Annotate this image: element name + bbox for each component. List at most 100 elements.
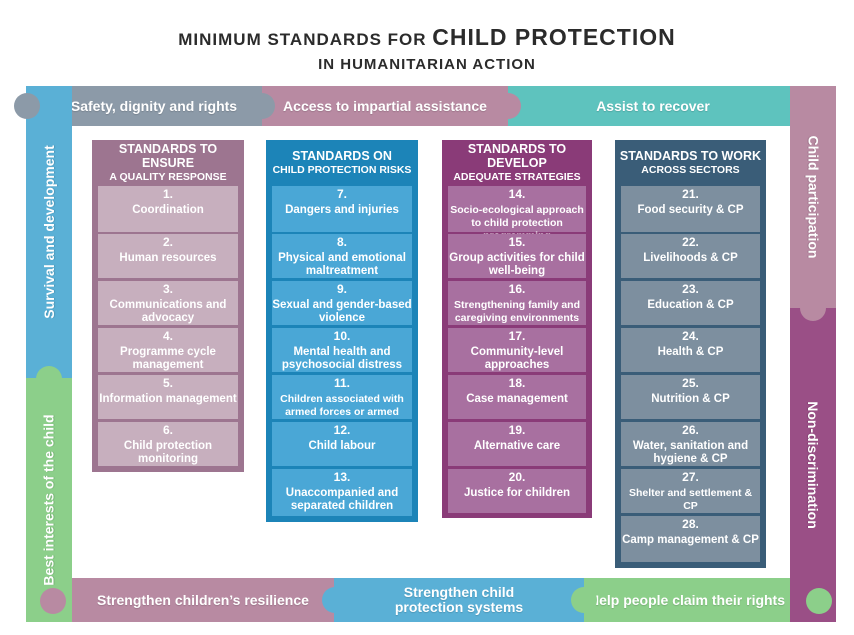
standard-title: Justice for children	[463, 487, 571, 499]
standard-cell: 14. Socio-ecological approach to child pr…	[448, 186, 586, 242]
standard-title: Water, sanitation and hygiene & CP	[632, 440, 749, 465]
band-strengthen-resilience: Strengthen children’s resilience	[72, 578, 334, 622]
standard-number: 15.	[508, 235, 526, 249]
standard-number: 25.	[682, 376, 699, 390]
column-body: 1. Coordination 2. Human resources 3. Commu…	[92, 186, 244, 472]
band-label: Safety, dignity and rights	[70, 98, 238, 114]
standard-number: 27.	[682, 470, 699, 484]
standard-title: Information management	[99, 393, 237, 405]
column-across-sectors: Standards to work across sectors 21. Food…	[615, 140, 766, 568]
puzzle-knob	[571, 587, 597, 613]
band-label: Non-discrimination	[805, 401, 821, 529]
band-child-participation: Child participation	[790, 86, 836, 308]
title-prefix: Minimum standards for	[178, 30, 433, 49]
standard-cell: 13. Unaccompanied and separated children	[272, 469, 412, 516]
column-header: Standards on child protection risks	[266, 140, 418, 186]
standard-number: 23.	[682, 282, 699, 296]
column-body: 7. Dangers and injuries 8. Physical and em…	[266, 186, 418, 522]
puzzle-knob	[322, 587, 348, 613]
standard-cell: 6. Child protection monitoring	[98, 422, 238, 466]
band-survival-development: Survival and development	[26, 86, 72, 378]
standard-title: Education & CP	[647, 299, 734, 311]
standard-title: Child protection monitoring	[123, 440, 213, 465]
standard-cell: 18. Case management	[448, 375, 586, 419]
column-adequate-strategies: Standards to develop adequate strategies…	[442, 140, 592, 518]
title-main: Child Protection	[432, 24, 676, 50]
standard-number: 24.	[682, 329, 699, 343]
band-best-interests: Best interests of the child	[26, 378, 72, 622]
column-header: Standards to develop adequate strategies	[442, 140, 592, 186]
band-label: Assist to recover	[596, 98, 710, 114]
band-assist-to-recover: Assist to recover	[508, 86, 798, 126]
column-header-line1: Standards to ensure	[118, 142, 218, 170]
band-label: Access to impartial assistance	[283, 98, 487, 114]
column-header-line2: child protection risks	[272, 164, 412, 176]
column-child-protection-risks: Standards on child protection risks 7. Da…	[266, 140, 418, 522]
standard-number: 2.	[162, 235, 173, 249]
standard-cell: 25. Nutrition & CP	[621, 375, 760, 419]
standard-cell: 3. Communications and advocacy	[98, 281, 238, 325]
standard-title: Programme cycle management	[120, 346, 216, 371]
band-help-claim-rights: Help people claim their rights	[584, 578, 790, 622]
standard-cell: 9. Sexual and gender-based violence	[272, 281, 412, 325]
standard-cell: 23. Education & CP	[621, 281, 760, 325]
standard-title: Nutrition & CP	[651, 393, 730, 405]
standard-cell: 10. Mental health and psychosocial distre…	[272, 328, 412, 372]
standard-number: 28.	[682, 517, 699, 531]
standard-cell: 4. Programme cycle management	[98, 328, 238, 372]
standard-number: 3.	[162, 282, 173, 296]
standard-title: Mental health and psychosocial distress	[281, 346, 403, 371]
page-subtitle: in Humanitarian Action	[318, 56, 536, 73]
standard-cell: 27. Shelter and settlement & CP	[621, 469, 760, 513]
standard-number: 12.	[333, 423, 351, 437]
standard-cell: 22. Livelihoods & CP	[621, 234, 760, 278]
standard-number: 19.	[508, 423, 526, 437]
puzzle-knob	[495, 93, 521, 119]
standard-title: Communications and advocacy	[109, 299, 227, 324]
band-label: Child participation	[805, 135, 822, 259]
standard-cell: 12. Child labour	[272, 422, 412, 466]
standard-number: 10.	[333, 329, 351, 343]
standard-number: 21.	[682, 187, 699, 201]
puzzle-knob	[14, 93, 40, 119]
standard-number: 14.	[508, 187, 526, 201]
standard-cell: 26. Water, sanitation and hygiene & CP	[621, 422, 760, 466]
band-label: Best interests of the child	[41, 414, 57, 586]
puzzle-knob	[36, 366, 62, 392]
standard-number: 7.	[336, 187, 347, 201]
column-quality-response: Standards to ensure a quality response 1…	[92, 140, 244, 472]
column-header-line1: Standards to develop	[467, 142, 567, 170]
standard-number: 5.	[162, 376, 173, 390]
standard-cell: 11. Children associated with armed forces…	[272, 375, 412, 431]
standard-cell: 24. Health & CP	[621, 328, 760, 372]
standard-number: 22.	[682, 235, 699, 249]
column-header-line2: across sectors	[641, 164, 740, 176]
standard-cell: 7. Dangers and injuries	[272, 186, 412, 232]
standard-number: 20.	[508, 470, 526, 484]
column-body: 14. Socio-ecological approach to child pr…	[442, 186, 592, 518]
standard-number: 16.	[508, 282, 526, 296]
standard-title: Human resources	[119, 252, 217, 264]
standard-title: Health & CP	[657, 346, 724, 358]
standard-cell: 2. Human resources	[98, 234, 238, 278]
standard-cell: 16. Strengthening family and caregiving e…	[448, 281, 586, 325]
standard-cell: 20. Justice for children	[448, 469, 586, 513]
standard-cell: 8. Physical and emotional maltreatment	[272, 234, 412, 278]
band-strengthen-systems: Strengthen child protection systems	[334, 578, 584, 622]
column-header-line2: a quality response	[109, 171, 227, 183]
standard-number: 13.	[333, 470, 351, 484]
standard-number: 18.	[508, 376, 526, 390]
standard-cell: 15. Group activities for child well-being	[448, 234, 586, 278]
standard-number: 1.	[162, 187, 173, 201]
standard-cell: 21. Food security & CP	[621, 186, 760, 232]
band-label: Help people claim their rights	[588, 592, 786, 608]
puzzle-knob	[249, 93, 275, 119]
standard-title: Sexual and gender-based violence	[272, 299, 412, 324]
band-label: Strengthen children’s resilience	[97, 592, 309, 608]
band-label: Survival and development	[41, 145, 57, 319]
standard-title: Dangers and injuries	[285, 204, 399, 216]
standard-title: Livelihoods & CP	[643, 252, 738, 264]
standard-title: Coordination	[132, 204, 204, 216]
band-non-discrimination: Non-discrimination	[790, 308, 836, 622]
column-header-line2: adequate strategies	[453, 171, 581, 183]
